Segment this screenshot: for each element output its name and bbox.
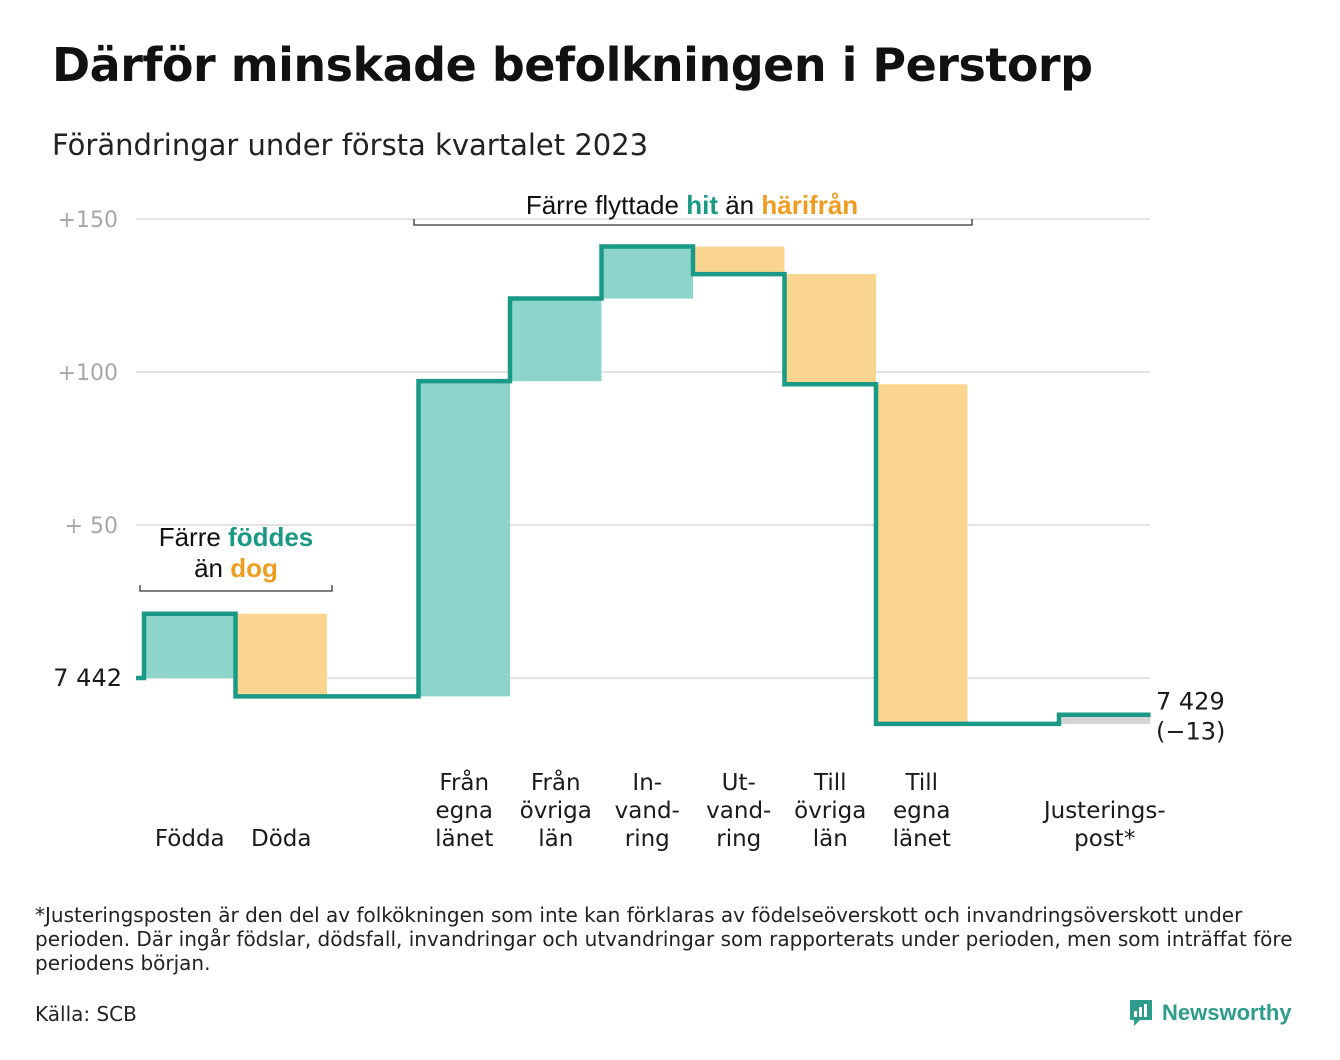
y-tick-label: +150 xyxy=(58,208,118,233)
chart-subtitle: Förändringar under första kvartalet 2023 xyxy=(52,128,649,162)
waterfall-bar xyxy=(235,613,327,697)
waterfall-bar xyxy=(1059,714,1151,724)
waterfall-bar xyxy=(693,246,785,275)
cumulative-step-line xyxy=(136,244,1151,727)
y-tick-label: +100 xyxy=(58,361,118,386)
x-category-label: Ut-vand-ring xyxy=(706,770,771,852)
start-value-label: 7 442 xyxy=(53,664,122,692)
waterfall-chart: +150 +100 + 50 Födda Döda Från egna länet Från öv… xyxy=(53,190,1225,852)
newsworthy-logo-icon xyxy=(1130,1000,1152,1026)
x-category-label: Födda xyxy=(155,826,225,852)
waterfall-bar xyxy=(784,274,876,385)
annotation-migration-bracket xyxy=(413,219,973,226)
waterfall-bar xyxy=(510,298,602,382)
annotation-births-line2: än dog xyxy=(194,553,278,583)
waterfall-bar xyxy=(144,613,236,678)
brand-logo: Newsworthy xyxy=(1128,998,1292,1028)
waterfall-bar xyxy=(601,246,693,299)
annotation-births-line1: Färre föddes xyxy=(159,522,314,552)
end-change-label: (−13) xyxy=(1156,718,1225,746)
footnote: *Justeringsposten är den del av folkökni… xyxy=(35,903,1293,975)
waterfall-bar xyxy=(418,381,510,697)
x-category-label: Från egna länet xyxy=(435,768,493,852)
x-category-label: Döda xyxy=(251,826,311,852)
x-category-label: Justerings-post* xyxy=(1042,798,1166,852)
x-category-label: Till övriga län xyxy=(794,770,866,852)
waterfall-bar xyxy=(876,384,968,724)
end-value-label: 7 429 xyxy=(1156,688,1225,716)
chart-title: Därför minskade befolkningen i Perstorp xyxy=(52,38,1093,92)
x-category-label: Från övriga län xyxy=(520,768,592,852)
annotation-migration: Färre flyttade hit än härifrån xyxy=(526,190,858,220)
x-category-label: In-vand-ring xyxy=(615,770,680,852)
annotation-births-bracket xyxy=(139,585,333,592)
brand-name: Newsworthy xyxy=(1162,1000,1292,1025)
y-tick-label: + 50 xyxy=(65,514,118,539)
x-category-label: Till egna länet xyxy=(893,770,951,852)
source-note: Källa: SCB xyxy=(35,1002,137,1026)
